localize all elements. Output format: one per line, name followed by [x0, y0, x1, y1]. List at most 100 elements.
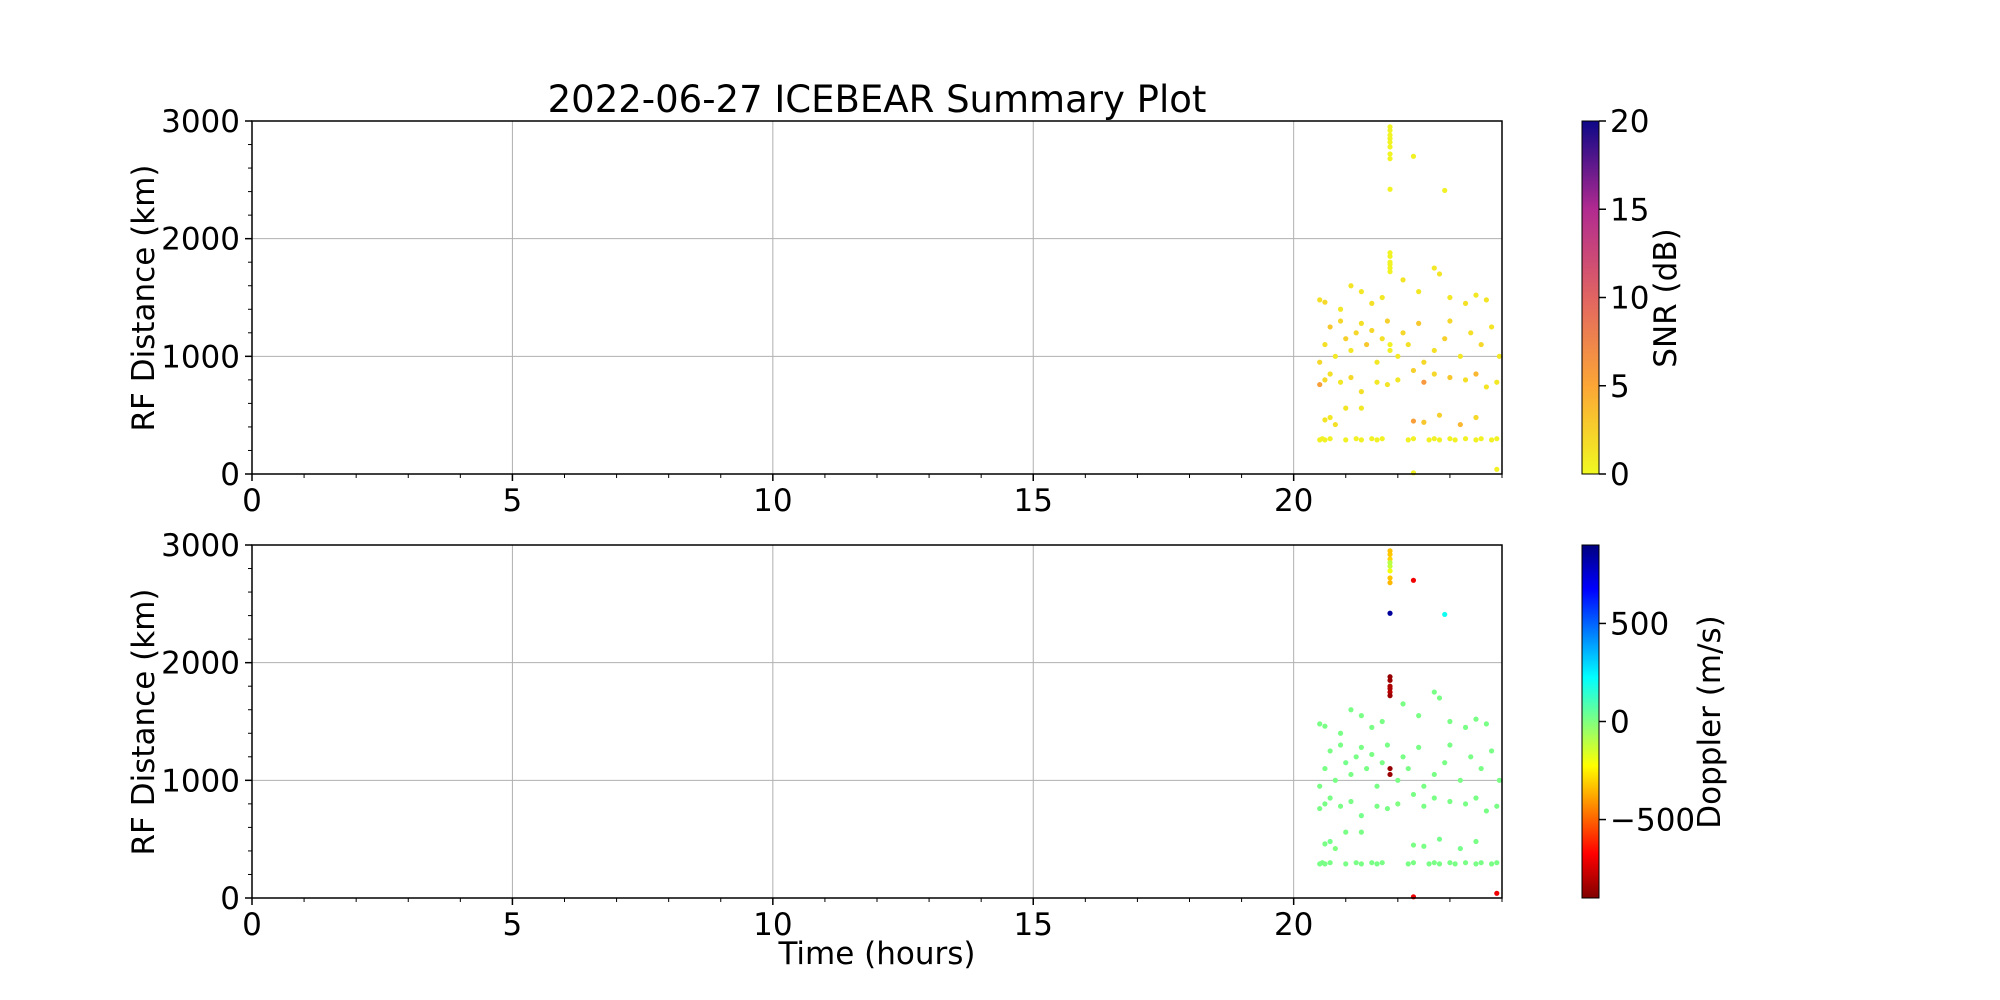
colorbar-tick-label: 0 — [1610, 705, 1630, 741]
data-point — [1332, 353, 1338, 359]
data-point — [1369, 724, 1375, 730]
data-point — [1478, 860, 1484, 866]
y-tick-label: 0 — [220, 881, 240, 917]
data-point — [1387, 568, 1393, 574]
data-point — [1343, 336, 1349, 342]
data-point — [1473, 716, 1479, 722]
data-point — [1353, 860, 1359, 866]
data-point — [1322, 341, 1328, 348]
data-point — [1327, 414, 1333, 421]
data-point — [1337, 318, 1344, 324]
data-point — [1317, 783, 1323, 789]
data-point — [1387, 548, 1393, 554]
colorbar-tick-label: 0 — [1610, 457, 1630, 493]
data-point — [1421, 379, 1427, 385]
data-point — [1384, 381, 1391, 388]
data-point — [1410, 842, 1417, 848]
data-point — [1358, 861, 1364, 867]
data-point — [1348, 771, 1354, 778]
snr-colorbar-gradient — [1581, 120, 1600, 475]
data-point — [1387, 560, 1393, 566]
data-point — [1379, 336, 1385, 342]
data-point — [1431, 347, 1437, 354]
data-point — [1387, 156, 1393, 162]
data-point — [1442, 611, 1448, 618]
data-point — [1447, 798, 1453, 805]
data-point — [1369, 327, 1375, 334]
colorbar-tick-label: 500 — [1610, 606, 1669, 642]
data-point — [1436, 836, 1443, 842]
colorbar-tick-label: 10 — [1610, 281, 1649, 317]
data-point — [1431, 860, 1437, 866]
data-point — [1337, 306, 1344, 312]
colorbar-tick-label: 15 — [1610, 192, 1649, 228]
data-point — [1358, 713, 1364, 719]
data-point — [1348, 347, 1354, 354]
x-tick-label: 20 — [1274, 907, 1313, 943]
data-point — [1462, 724, 1469, 730]
data-point — [1462, 801, 1469, 807]
data-point — [1442, 187, 1448, 194]
data-point — [1387, 347, 1393, 354]
data-point — [1369, 300, 1375, 306]
data-point — [1332, 777, 1338, 783]
data-point — [1410, 418, 1417, 424]
data-point — [1462, 436, 1469, 442]
snr-colorbar: 0 5 10 15 20 SNR (dB) — [1581, 104, 1684, 493]
data-point — [1384, 805, 1391, 812]
y-tick-label: 1000 — [161, 339, 240, 375]
data-point — [1436, 695, 1443, 701]
data-point — [1327, 436, 1333, 442]
y-tick-label: 2000 — [161, 646, 240, 682]
data-point — [1332, 421, 1338, 428]
y-tick-label: 1000 — [161, 763, 240, 799]
data-point — [1478, 765, 1484, 772]
data-point — [1348, 707, 1354, 713]
data-point — [1457, 845, 1463, 852]
data-point — [1400, 330, 1406, 336]
data-point — [1387, 261, 1393, 268]
data-point — [1317, 297, 1323, 303]
data-point — [1374, 783, 1380, 789]
data-point — [1369, 860, 1375, 866]
data-point — [1473, 838, 1479, 845]
data-point — [1395, 801, 1401, 807]
data-point — [1447, 860, 1453, 866]
data-point — [1387, 269, 1393, 275]
data-point — [1384, 318, 1391, 324]
data-point — [1387, 151, 1393, 157]
data-point — [1436, 412, 1443, 418]
top-ticks: 0 5 10 15 20 0 1000 2000 3000 — [161, 104, 1503, 519]
data-point — [1327, 838, 1333, 845]
bottom-grid — [251, 545, 1502, 898]
data-point — [1473, 437, 1479, 443]
x-tick-label: 20 — [1274, 483, 1313, 519]
data-point — [1379, 860, 1385, 866]
data-point — [1317, 359, 1323, 365]
data-point — [1387, 250, 1393, 256]
data-point — [1442, 760, 1448, 766]
data-point — [1374, 803, 1380, 809]
data-point — [1478, 341, 1484, 348]
data-point — [1496, 777, 1502, 783]
data-point — [1327, 371, 1333, 377]
data-point — [1358, 437, 1364, 443]
doppler-colorbar-ticks: −500 0 500 — [1599, 606, 1695, 839]
data-point — [1494, 466, 1500, 472]
x-tick-label: 10 — [753, 483, 792, 519]
data-point — [1421, 783, 1427, 789]
data-point — [1410, 860, 1417, 866]
data-point — [1337, 742, 1344, 748]
data-point — [1447, 436, 1453, 442]
data-point — [1322, 765, 1328, 772]
data-point — [1457, 777, 1463, 783]
data-point — [1473, 292, 1479, 298]
data-point — [1384, 742, 1391, 748]
data-point — [1358, 829, 1364, 835]
bottom-y-axis-label: RF Distance (km) — [126, 589, 162, 856]
data-point — [1436, 861, 1443, 867]
data-point — [1395, 353, 1401, 359]
y-tick-label: 3000 — [161, 528, 240, 564]
data-point — [1410, 436, 1417, 442]
